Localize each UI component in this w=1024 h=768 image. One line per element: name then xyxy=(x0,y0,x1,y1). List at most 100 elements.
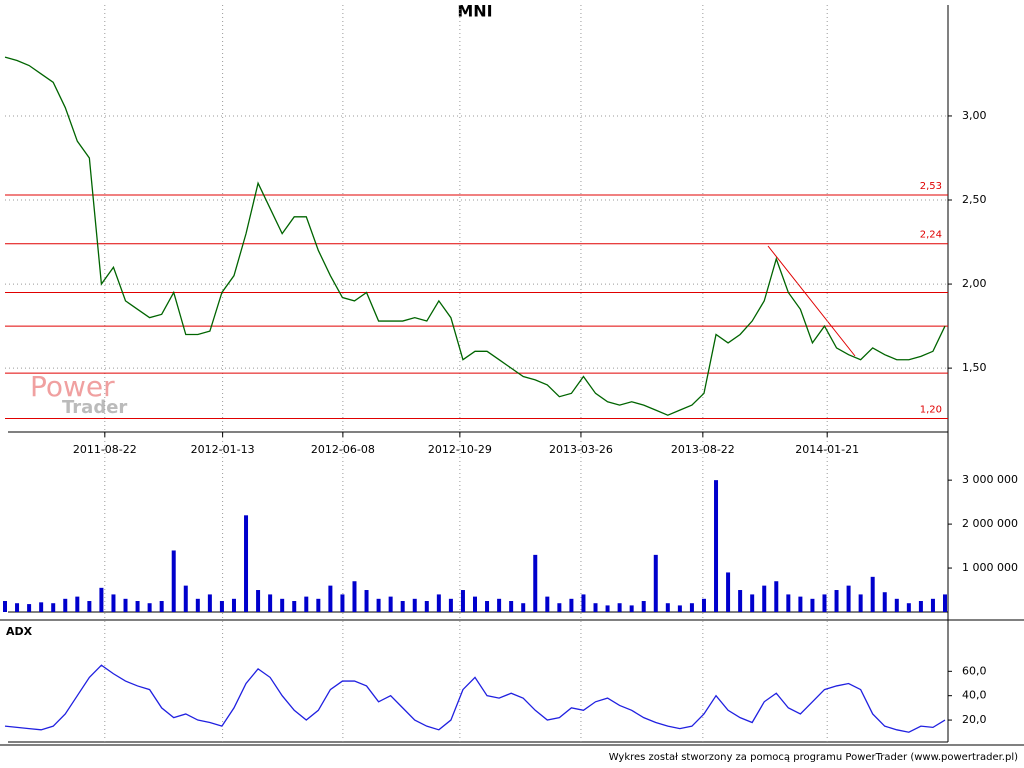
volume-bar xyxy=(412,598,417,612)
volume-bar xyxy=(400,601,405,612)
volume-bar xyxy=(617,603,622,612)
volume-bar xyxy=(677,605,682,612)
volume-bar xyxy=(316,598,321,612)
volume-bar xyxy=(497,598,502,612)
volume-bar xyxy=(195,598,200,612)
volume-bar xyxy=(268,594,273,612)
y-tick-label: 40,0 xyxy=(962,689,987,702)
volume-bar xyxy=(798,596,803,612)
volume-bar xyxy=(135,601,140,612)
volume-bar xyxy=(738,590,743,612)
volume-bar xyxy=(906,603,911,612)
y-tick-label: 1,50 xyxy=(962,361,987,374)
volume-bar xyxy=(111,594,116,612)
price-line xyxy=(4,56,946,416)
volume-bar xyxy=(207,594,212,612)
volume-bar xyxy=(533,554,538,612)
volume-bar xyxy=(231,598,236,612)
watermark: Power xyxy=(30,370,115,403)
volume-bar xyxy=(701,598,706,612)
level-label: 2,53 xyxy=(920,181,942,192)
volume-bar xyxy=(581,594,586,612)
x-tick-label: 2012-10-29 xyxy=(428,443,492,456)
panel-title: ADX xyxy=(6,625,33,638)
footer: Wykres został stworzony za pomocą progra… xyxy=(609,752,1018,763)
volume-bar xyxy=(376,598,381,612)
volume-bar xyxy=(219,601,224,612)
volume-bar xyxy=(593,603,598,612)
volume-bar xyxy=(521,603,526,612)
volume-bar xyxy=(726,572,731,612)
volume-bar xyxy=(882,592,887,612)
volume-bar xyxy=(51,603,56,612)
volume-bar xyxy=(509,601,514,612)
volume-bar xyxy=(304,596,309,612)
volume-bar xyxy=(364,590,369,612)
volume-bar xyxy=(183,585,188,612)
y-tick-label: 3 000 000 xyxy=(962,473,1018,486)
y-tick-label: 2 000 000 xyxy=(962,517,1018,530)
chart-title: MNI xyxy=(457,2,492,21)
watermark: Trader xyxy=(62,397,127,418)
volume-bar xyxy=(159,601,164,612)
volume-bar xyxy=(171,550,176,612)
volume-bar xyxy=(822,594,827,612)
volume-bar xyxy=(689,603,694,612)
y-tick-label: 1 000 000 xyxy=(962,561,1018,574)
volume-bar xyxy=(641,601,646,612)
trend-line xyxy=(767,245,856,357)
volume-bar xyxy=(786,594,791,612)
volume-bar xyxy=(870,576,875,612)
volume-bar xyxy=(3,601,7,612)
volume-bar xyxy=(280,598,285,612)
volume-bar xyxy=(858,594,863,612)
x-tick-label: 2012-01-13 xyxy=(191,443,255,456)
volume-bar xyxy=(557,603,562,612)
volume-bar xyxy=(629,605,634,612)
volume-bar xyxy=(930,598,935,612)
volume-bar xyxy=(328,585,333,612)
volume-bar xyxy=(750,594,755,612)
x-tick-label: 2012-06-08 xyxy=(311,443,375,456)
volume-bar xyxy=(340,594,345,612)
volume-bar xyxy=(87,601,92,612)
volume-bar xyxy=(714,480,719,612)
y-tick-label: 3,00 xyxy=(962,109,987,122)
y-tick-label: 2,00 xyxy=(962,277,987,290)
volume-bar xyxy=(834,590,839,612)
volume-bar xyxy=(460,590,465,612)
volume-bar xyxy=(894,598,899,612)
volume-bar xyxy=(569,598,574,612)
x-tick-label: 2013-08-22 xyxy=(671,443,735,456)
volume-bar xyxy=(352,581,357,612)
volume-bar xyxy=(665,603,670,612)
volume-bar xyxy=(292,601,297,612)
volume-bar xyxy=(436,594,441,612)
volume-bar xyxy=(388,596,393,612)
x-tick-label: 2011-08-22 xyxy=(73,443,137,456)
volume-bar xyxy=(774,581,779,612)
volume-bar xyxy=(15,603,20,612)
volume-bar xyxy=(762,585,767,612)
x-tick-label: 2014-01-21 xyxy=(795,443,859,456)
volume-bar xyxy=(99,587,104,612)
volume-bar xyxy=(123,598,128,612)
volume-bar xyxy=(918,601,923,612)
volume-bar xyxy=(810,598,815,612)
volume-bar xyxy=(943,594,947,612)
y-tick-label: 2,50 xyxy=(962,193,987,206)
volume-bar xyxy=(256,590,261,612)
volume-bar xyxy=(605,605,610,612)
level-label: 2,24 xyxy=(920,230,942,241)
y-tick-label: 20,0 xyxy=(962,713,987,726)
volume-bar xyxy=(448,598,453,612)
volume-bar xyxy=(846,585,851,612)
x-tick-label: 2013-03-26 xyxy=(549,443,613,456)
volume-bar xyxy=(147,603,152,612)
volume-bar xyxy=(27,604,32,612)
volume-bar xyxy=(244,515,249,612)
price-line xyxy=(4,664,946,733)
level-label: 1,20 xyxy=(920,405,942,416)
y-tick-label: 60,0 xyxy=(962,664,987,677)
